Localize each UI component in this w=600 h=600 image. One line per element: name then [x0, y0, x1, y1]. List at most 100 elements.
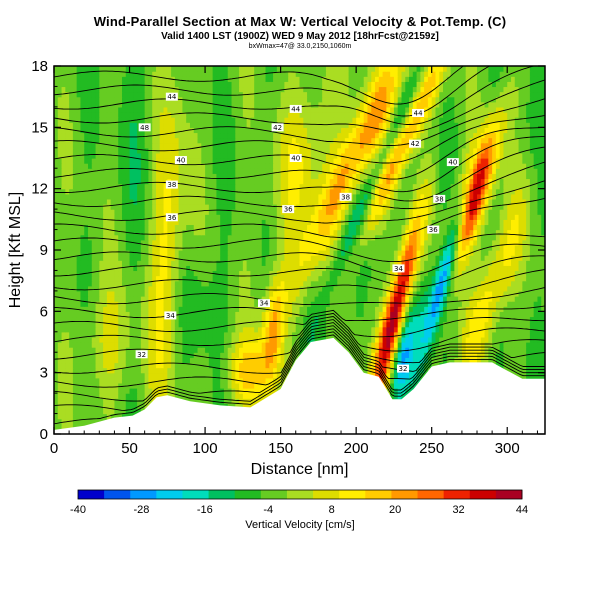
velocity-cell	[454, 244, 459, 251]
velocity-cell	[129, 336, 134, 343]
velocity-cell	[223, 260, 229, 266]
velocity-cell	[454, 316, 459, 323]
velocity-cell	[526, 301, 531, 307]
velocity-cell	[424, 321, 429, 328]
velocity-cell	[121, 382, 127, 389]
velocity-cell	[261, 367, 267, 374]
velocity-cell	[511, 280, 516, 287]
velocity-cell	[57, 377, 63, 384]
velocity-cell	[431, 244, 437, 251]
velocity-cell	[401, 347, 406, 353]
velocity-cell	[529, 290, 535, 297]
velocity-cell	[223, 311, 229, 318]
velocity-cell	[269, 331, 274, 338]
velocity-cell	[152, 260, 157, 266]
velocity-cell	[356, 301, 361, 307]
velocity-cell	[412, 357, 418, 364]
velocity-cell	[526, 331, 531, 338]
velocity-cell	[484, 239, 489, 246]
velocity-cell	[393, 306, 399, 312]
velocity-cell	[420, 265, 425, 272]
velocity-cell	[454, 301, 459, 307]
velocity-cell	[405, 296, 410, 302]
velocity-cell	[269, 255, 274, 261]
velocity-cell	[201, 321, 206, 328]
velocity-cell	[341, 250, 346, 256]
velocity-cell	[103, 403, 108, 410]
velocity-cell	[144, 382, 150, 389]
velocity-cell	[69, 260, 74, 266]
velocity-cell	[492, 352, 497, 358]
velocity-cell	[382, 342, 387, 348]
velocity-cell	[76, 393, 82, 399]
velocity-cell	[223, 255, 229, 261]
velocity-cell	[171, 367, 176, 374]
velocity-cell	[518, 296, 523, 302]
velocity-cell	[461, 336, 467, 343]
velocity-cell	[511, 270, 516, 277]
velocity-cell	[359, 270, 365, 277]
velocity-cell	[269, 306, 274, 312]
velocity-cell	[208, 357, 214, 364]
velocity-cell	[529, 270, 535, 277]
velocity-cell	[171, 326, 176, 333]
velocity-cell	[261, 377, 267, 384]
velocity-cell	[314, 275, 319, 282]
velocity-cell	[186, 275, 191, 282]
velocity-cell	[325, 270, 331, 277]
velocity-cell	[439, 342, 444, 348]
velocity-cell	[99, 290, 104, 297]
velocity-cell	[137, 342, 142, 348]
velocity-cell	[446, 311, 452, 318]
velocity-cell	[144, 372, 150, 379]
velocity-cell	[87, 382, 93, 389]
velocity-cell	[477, 290, 482, 297]
velocity-cell	[148, 316, 153, 323]
velocity-cell	[427, 352, 433, 358]
velocity-cell	[227, 250, 233, 256]
velocity-cell	[197, 285, 202, 292]
velocity-cell	[80, 393, 85, 399]
velocity-cell	[72, 413, 78, 420]
velocity-cell	[212, 352, 218, 358]
velocity-cell	[431, 296, 437, 302]
velocity-cell	[507, 357, 512, 364]
velocity-cell	[526, 244, 531, 251]
velocity-cell	[69, 347, 74, 353]
velocity-cell	[80, 326, 85, 333]
velocity-cell	[314, 244, 319, 251]
velocity-cell	[152, 265, 157, 272]
velocity-cell	[495, 260, 501, 266]
velocity-cell	[246, 296, 251, 302]
velocity-cell	[469, 301, 474, 307]
velocity-cell	[148, 321, 153, 328]
velocity-cell	[409, 306, 414, 312]
velocity-cell	[499, 244, 505, 251]
velocity-cell	[303, 285, 308, 292]
velocity-cell	[446, 352, 452, 358]
velocity-cell	[84, 306, 89, 312]
velocity-cell	[291, 326, 297, 333]
velocity-cell	[477, 311, 482, 318]
velocity-cell	[242, 285, 248, 292]
velocity-cell	[288, 342, 293, 348]
velocity-cell	[163, 290, 168, 297]
velocity-cell	[420, 244, 425, 251]
velocity-cell	[235, 290, 240, 297]
velocity-cell	[103, 270, 108, 277]
velocity-cell	[465, 357, 471, 364]
velocity-cell	[254, 280, 259, 287]
velocity-cell	[522, 290, 527, 297]
velocity-cell	[129, 321, 134, 328]
velocity-cell	[273, 326, 278, 333]
velocity-cell	[450, 260, 455, 266]
velocity-cell	[76, 408, 82, 415]
velocity-cell	[412, 362, 418, 369]
velocity-cell	[144, 347, 150, 353]
velocity-cell	[371, 306, 376, 312]
velocity-cell	[110, 244, 116, 251]
velocity-cell	[197, 275, 202, 282]
velocity-cell	[288, 265, 293, 272]
velocity-cell	[106, 306, 112, 312]
velocity-cell	[106, 377, 112, 384]
